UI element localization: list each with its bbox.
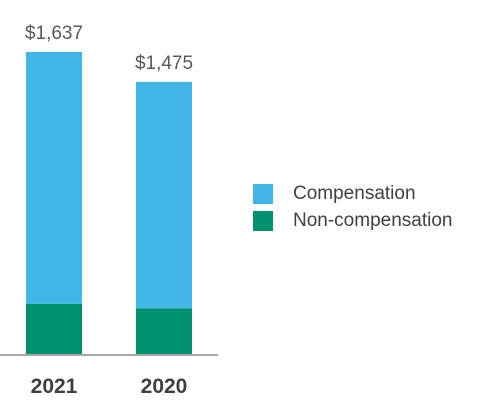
legend-label-non-compensation: Non-compensation xyxy=(293,209,453,231)
x-tick-label-2021: 2021 xyxy=(31,375,78,398)
bar-non-compensation-2021 xyxy=(26,303,82,354)
legend-swatch-non-compensation xyxy=(253,210,273,231)
legend-item-non-compensation: Non-compensation xyxy=(253,207,452,234)
legend-item-compensation: Compensation xyxy=(253,180,452,207)
bars-group xyxy=(26,52,192,354)
bar-compensation-2020 xyxy=(136,81,192,309)
legend-label-compensation: Compensation xyxy=(293,182,416,204)
bar-non-compensation-2020 xyxy=(136,308,192,354)
labels-group: $1,637 2021 $1,475 2020 xyxy=(25,23,193,398)
total-label-2020: $1,475 xyxy=(135,53,193,74)
legend: Compensation Non-compensation xyxy=(253,180,452,234)
legend-swatch-compensation xyxy=(253,183,273,204)
x-tick-label-2020: 2020 xyxy=(141,375,188,398)
bar-compensation-2021 xyxy=(26,52,82,304)
total-label-2021: $1,637 xyxy=(25,23,83,44)
